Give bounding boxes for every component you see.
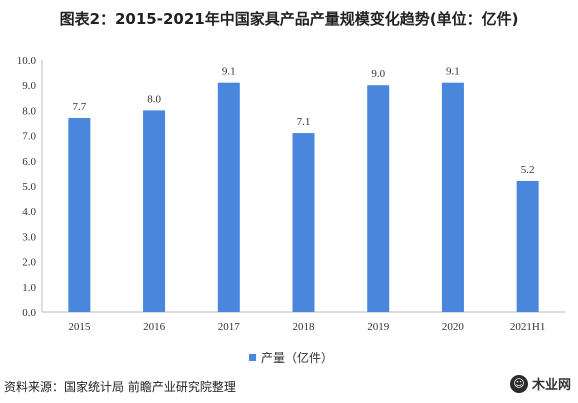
- y-tick-label: 10.0: [17, 55, 37, 67]
- bar: [217, 82, 240, 313]
- x-tick-label: 2015: [68, 321, 91, 333]
- legend-swatch: [249, 354, 256, 361]
- data-label: 8.0: [147, 93, 161, 105]
- x-tick-label: 2020: [442, 321, 465, 333]
- bar: [367, 85, 390, 312]
- wechat-icon: ☺: [510, 374, 528, 393]
- y-tick-label: 4.0: [22, 206, 36, 218]
- bar: [292, 133, 315, 312]
- y-tick-label: 9.0: [22, 80, 36, 92]
- legend: 产量（亿件）: [249, 349, 333, 366]
- logo-text: 木业网: [532, 378, 572, 393]
- x-tick-label: 2018: [293, 321, 316, 333]
- legend-label: 产量（亿件）: [261, 351, 334, 365]
- bar: [441, 82, 464, 313]
- y-tick-label: 8.0: [22, 105, 36, 117]
- source-note: 资料来源：国家统计局 前瞻产业研究院整理: [4, 380, 236, 394]
- chart-title: 图表2：2015-2021年中国家具产品产量规模变化趋势(单位：亿件): [59, 10, 519, 28]
- y-tick-label: 2.0: [22, 257, 36, 269]
- y-tick-label: 3.0: [22, 231, 36, 243]
- y-tick-label: 6.0: [22, 156, 36, 168]
- data-label: 9.1: [222, 66, 236, 78]
- data-label: 7.1: [297, 116, 311, 128]
- x-tick-label: 2019: [367, 321, 390, 333]
- x-tick-label: 2017: [218, 321, 241, 333]
- y-tick-label: 0.0: [22, 307, 36, 319]
- bar: [516, 180, 539, 312]
- data-label: 5.2: [521, 164, 535, 176]
- x-tick-label: 2021H1: [510, 321, 545, 333]
- y-tick-label: 1.0: [22, 282, 36, 294]
- watermark-logo: ☺ 木业网: [510, 374, 571, 393]
- data-label: 9.1: [446, 66, 460, 78]
- bar: [143, 110, 166, 313]
- data-label: 9.0: [371, 68, 385, 80]
- bar: [68, 117, 91, 313]
- y-tick-label: 7.0: [22, 131, 36, 143]
- y-tick-label: 5.0: [22, 181, 36, 193]
- x-tick-label: 2016: [143, 321, 166, 333]
- data-label: 7.7: [72, 101, 86, 113]
